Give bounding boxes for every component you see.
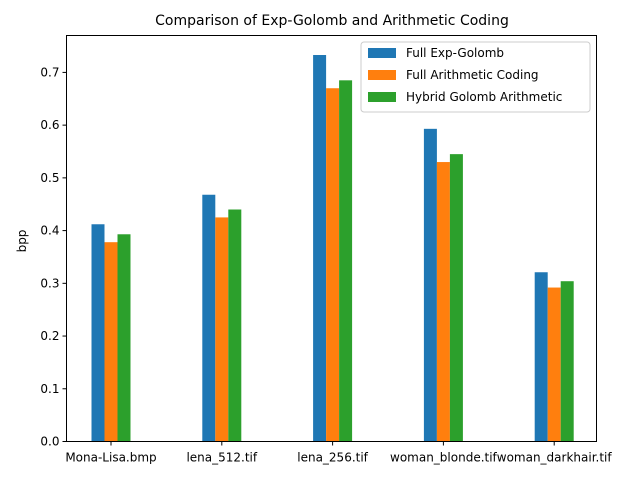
chart-title: Comparison of Exp-Golomb and Arithmetic … — [155, 13, 509, 29]
bar — [104, 242, 118, 442]
bar — [423, 128, 437, 442]
bar — [436, 162, 450, 442]
legend: Full Exp-Golomb Full Arithmetic Coding Hyb… — [360, 41, 591, 113]
legend-label: Hybrid Golomb Arithmetic — [406, 90, 562, 104]
y-tick-label: 0.6 — [40, 118, 59, 132]
bar — [547, 287, 561, 442]
y-tick-label: 0.3 — [40, 276, 59, 290]
x-tick-label: lena_256.tif — [297, 451, 368, 465]
bar — [202, 194, 216, 442]
y-axis-ticks: 0.0 0.1 0.2 0.3 0.4 0.5 0.6 0.7 — [40, 65, 67, 449]
y-axis-label: bpp — [15, 230, 29, 253]
y-tick-label: 0.0 — [40, 435, 59, 449]
x-tick-label: lena_512.tif — [186, 451, 257, 465]
bar — [534, 272, 548, 442]
bar — [117, 234, 131, 442]
bars-group — [91, 55, 574, 442]
bar — [339, 80, 353, 442]
y-tick-label: 0.4 — [40, 224, 59, 238]
bar — [449, 154, 463, 442]
plot-frame — [66, 35, 597, 442]
bar — [326, 88, 340, 442]
x-tick-label: woman_blonde.tif — [390, 451, 498, 465]
legend-swatch — [368, 92, 396, 102]
legend-label: Full Exp-Golomb — [406, 46, 504, 60]
legend-swatch — [368, 48, 396, 58]
bar — [91, 224, 105, 442]
bar — [215, 217, 229, 442]
x-axis-ticks: Mona-Lisa.bmp lena_512.tif lena_256.tif wom… — [65, 441, 613, 465]
legend-box — [360, 41, 591, 113]
x-tick-label: Mona-Lisa.bmp — [65, 451, 156, 465]
bar — [313, 55, 327, 442]
bar — [228, 209, 242, 442]
y-tick-label: 0.5 — [40, 171, 59, 185]
y-tick-label: 0.1 — [40, 382, 59, 396]
y-tick-label: 0.7 — [40, 65, 59, 79]
bar — [560, 281, 574, 442]
y-tick-label: 0.2 — [40, 329, 59, 343]
x-tick-label: woman_darkhair.tif — [497, 451, 613, 465]
legend-swatch — [368, 70, 396, 80]
legend-label: Full Arithmetic Coding — [406, 68, 539, 82]
